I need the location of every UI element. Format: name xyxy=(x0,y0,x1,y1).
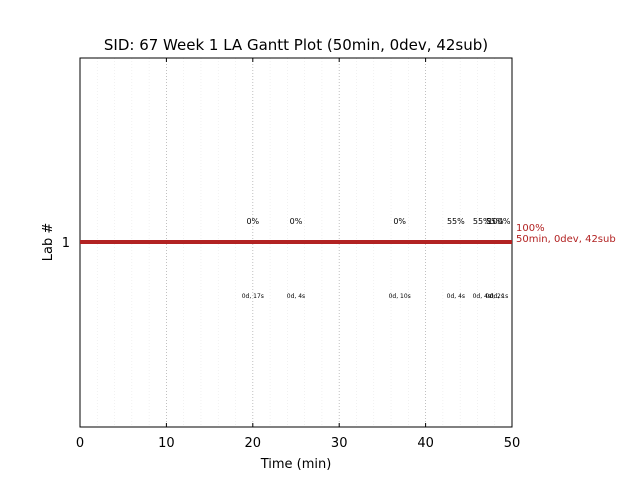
submission-elapsed-label: 0d, 2s xyxy=(486,293,504,300)
end-annotation-score: 100% xyxy=(516,223,545,234)
chart-title: SID: 67 Week 1 LA Gantt Plot (50min, 0de… xyxy=(104,36,488,54)
submission-elapsed-label: 0d, 17s xyxy=(242,293,264,300)
end-annotation-summary: 50min, 0dev, 42sub xyxy=(516,234,616,245)
y-axis-label: Lab # xyxy=(41,223,56,262)
submission-elapsed-label: 0d, 10s xyxy=(389,293,411,300)
submission-elapsed-label: 0d, 4s xyxy=(287,293,305,300)
submission-score-label: 0% xyxy=(393,217,406,226)
submission-labels: 0% 0d, 17s 0% 0d, 4s 0% 0d, 10s 55% 0d, 4s 55% 0d… xyxy=(242,217,511,300)
x-tick-label: 40 xyxy=(417,436,434,451)
x-tick-label: 30 xyxy=(331,436,348,451)
x-axis-ticks: 0 10 20 30 40 50 xyxy=(76,58,520,451)
submission-score-label: 55% xyxy=(447,217,465,226)
submission-score-label: 100% xyxy=(488,217,511,226)
submission-elapsed-label: 0d, 4s xyxy=(447,293,465,300)
x-tick-label: 0 xyxy=(76,436,84,451)
submission-score-label: 55% xyxy=(486,217,504,226)
submission-score-label: 0% xyxy=(246,217,259,226)
x-tick-label: 50 xyxy=(504,436,521,451)
submission-score-label: 55% xyxy=(473,217,491,226)
y-tick-label: 1 xyxy=(62,236,70,251)
submission-elapsed-label: 0d, 4s xyxy=(473,293,491,300)
submission-elapsed-label: 0d, 1s xyxy=(490,293,508,300)
x-axis-label: Time (min) xyxy=(260,457,332,472)
submission-score-label: 0% xyxy=(290,217,303,226)
x-tick-label: 20 xyxy=(245,436,262,451)
x-tick-label: 10 xyxy=(158,436,175,451)
